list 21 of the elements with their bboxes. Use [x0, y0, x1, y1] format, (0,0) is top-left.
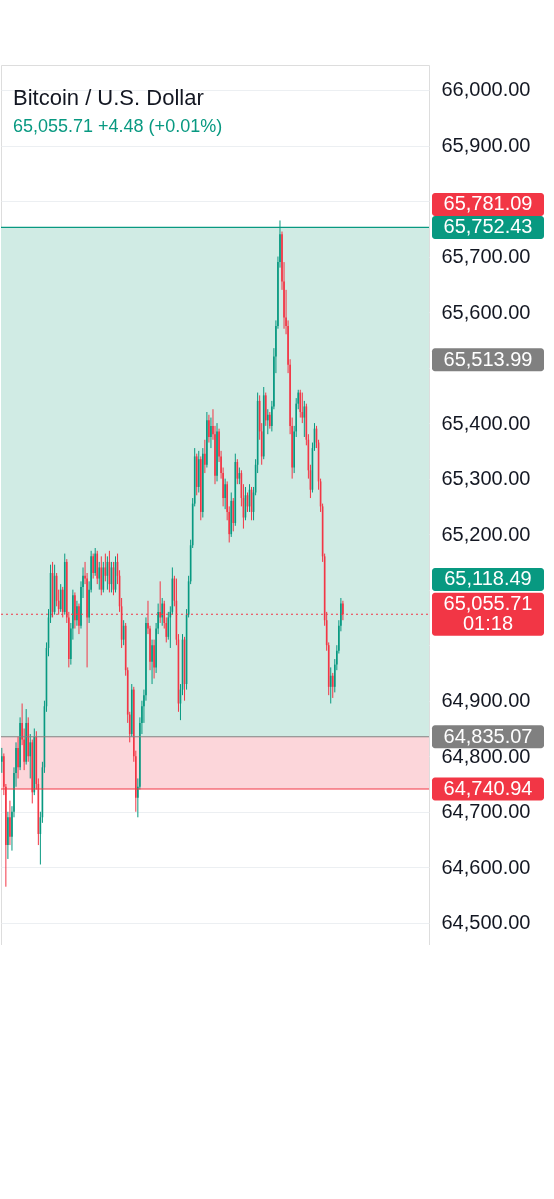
y-tick-label: 66,000.00 — [441, 78, 531, 101]
text: 65,055.71 +4.48 (+0.01%) — [13, 116, 223, 136]
y-tick-label: 64,700.00 — [441, 800, 531, 823]
text: Bitcoin / U.S. Dollar — [13, 85, 204, 110]
text: 65,513.99 — [443, 347, 533, 370]
ref-line-label: 64,740.94 — [443, 777, 533, 800]
y-tick-label: 64,500.00 — [441, 911, 531, 934]
ref-line-label: 65,752.43 — [443, 215, 533, 238]
ref-line-label: 65,055.71 01:18 — [443, 592, 533, 635]
y-tick-label: 64,600.00 — [441, 855, 531, 878]
text: 65,781.09 — [443, 192, 533, 215]
y-tick-label: 65,700.00 — [441, 245, 531, 268]
y-tick-label: 64,800.00 — [441, 744, 531, 767]
y-tick-label: 65,400.00 — [441, 411, 531, 434]
y-tick-label: 65,900.00 — [441, 134, 531, 156]
y-tick-label: 65,200.00 — [441, 522, 531, 545]
y-tick-label: 64,900.00 — [441, 689, 531, 712]
y-tick-label: 65,300.00 — [441, 467, 531, 490]
ref-line-label: 64,835.07 — [443, 724, 533, 747]
text: 65,118.49 — [444, 567, 532, 590]
y-tick-label: 65,600.00 — [441, 300, 531, 323]
